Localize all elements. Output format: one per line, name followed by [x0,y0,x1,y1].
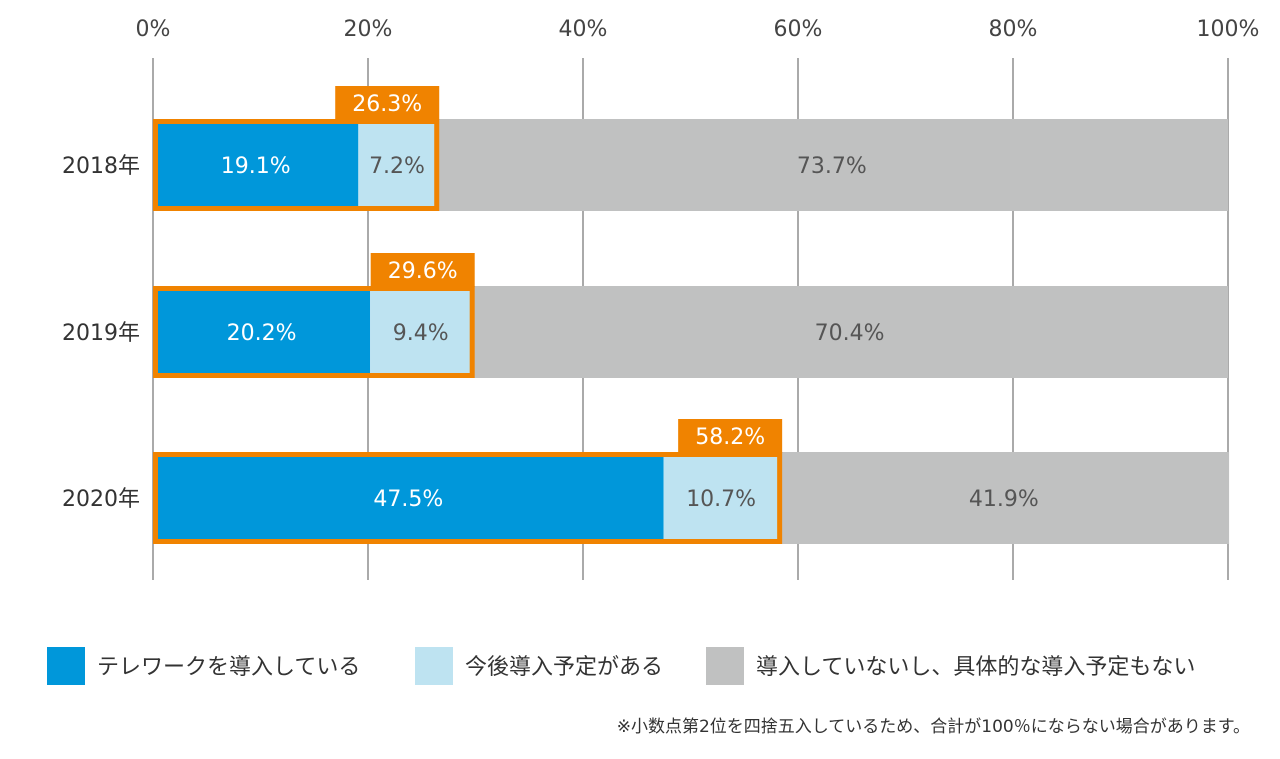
x-axis-ticks: 0% 20% 40% 60% 80% 100% [136,17,1260,42]
category-label: 2018年 [62,154,140,179]
data-label: 70.4% [815,321,885,346]
total-outline [153,286,475,378]
bar-segment [663,452,779,544]
total-label-box [335,86,440,120]
x-tick-label: 0% [136,17,171,42]
total-label: 29.6% [388,259,458,284]
x-tick-label: 40% [559,17,608,42]
footnote: ※小数点第2位を四捨五入しているため、合計が100％にならない場合があります。 [617,717,1250,737]
legend-label: テレワークを導入している [97,655,360,680]
bar-segment [153,119,359,211]
data-label: 9.4% [393,321,449,346]
legend-swatch [706,647,744,685]
x-tick-label: 100% [1197,17,1260,42]
bar-segment [471,286,1228,378]
total-outline [153,119,440,211]
data-label: 47.5% [373,487,443,512]
x-tick-label: 80% [989,17,1038,42]
legend-label: 今後導入予定がある [465,655,663,680]
x-tick-label: 20% [344,17,393,42]
category-label: 2019年 [62,321,140,346]
data-label: 41.9% [969,487,1039,512]
legend-swatch [415,647,453,685]
total-label: 26.3% [352,92,422,117]
data-label: 7.2% [369,154,425,179]
total-outline [153,452,783,544]
bars: 19.1% 7.2% 73.7% 26.3% 20.2% 9.4% 70.4% 29.6% 47… [153,86,1230,544]
legend: テレワークを導入している 今後導入予定がある 導入していないし、具体的な導入予定もな… [47,647,1195,685]
bar-segment [153,286,371,378]
x-tick-label: 60% [774,17,823,42]
category-labels: 2018年 2019年 2020年 [62,154,140,512]
bar-segment [153,452,664,544]
bar-segment [370,286,472,378]
bar-segment [435,119,1229,211]
data-label: 19.1% [221,154,291,179]
data-label: 10.7% [686,487,756,512]
legend-label: 導入していないし、具体的な導入予定もない [756,655,1195,680]
bar-segment [778,452,1230,544]
total-label: 58.2% [695,425,765,450]
legend-swatch [47,647,85,685]
data-label: 20.2% [227,321,297,346]
bar-segment [358,119,436,211]
total-label-box [678,419,783,453]
data-label: 73.7% [797,154,867,179]
category-label: 2020年 [62,487,140,512]
total-label-box [370,253,475,287]
